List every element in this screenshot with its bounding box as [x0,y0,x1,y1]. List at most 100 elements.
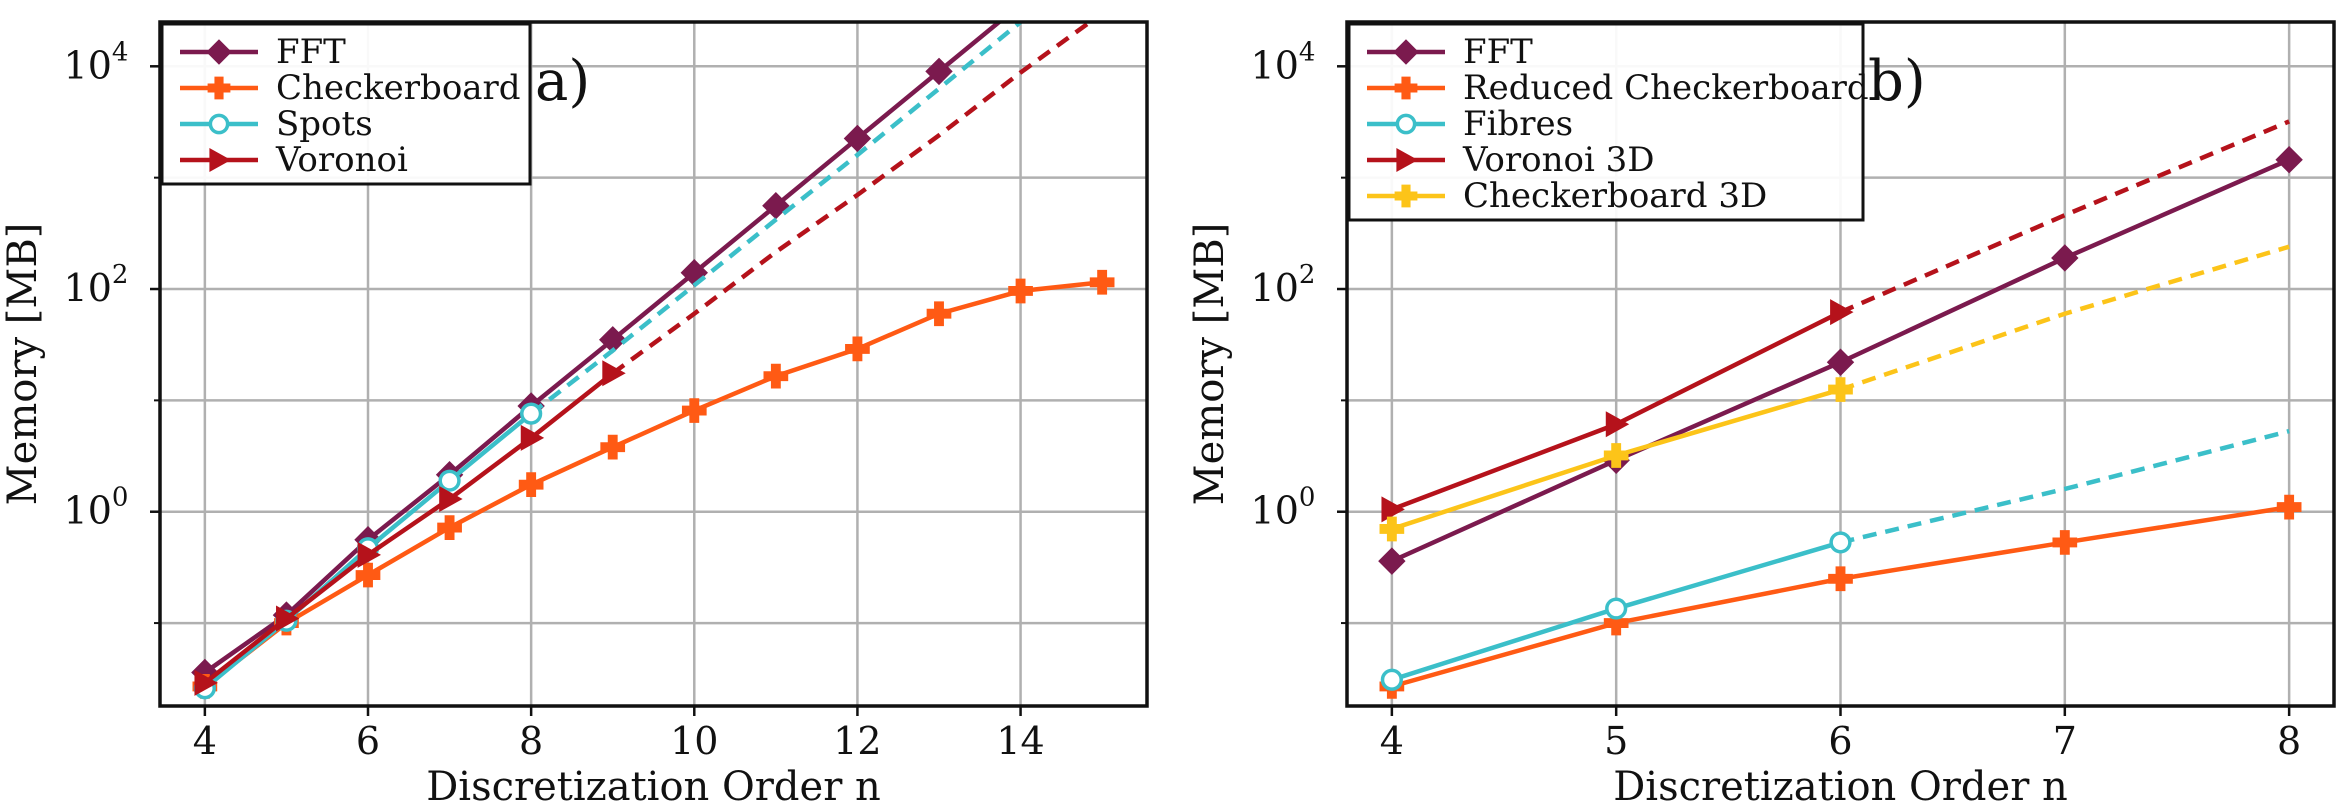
y-axis-label: Memory [MB] [1187,223,1233,506]
x-tick-label: 5 [1604,719,1628,763]
data-point [1828,377,1853,402]
y-tick-base: 10 [1251,489,1299,533]
legend-label: FFT [1463,32,1533,72]
data-point [1381,496,1405,523]
x-tick-label: 12 [833,719,881,763]
data-point [1826,348,1855,376]
y-tick-label: 100 [1251,483,1316,533]
data-point [520,424,545,451]
legend-label: Voronoi [275,140,408,180]
series-group [1378,119,2303,699]
y-tick-base: 10 [64,489,112,533]
legend-label: FFT [276,32,346,72]
x-axis-label: Discretization Order n [426,764,881,809]
panel-label: a) [535,49,590,114]
data-point [438,469,461,492]
y-tick-base: 10 [64,43,112,87]
data-point [2275,145,2303,174]
x-ticks: 4 5 6 7 8 [1380,706,2301,763]
y-axis-label: Memory [MB] [0,223,46,506]
x-tick-label: 14 [996,719,1044,763]
x-tick-label: 8 [519,719,543,763]
data-point [600,434,626,460]
data-point [1830,299,1854,326]
data-point [1828,566,1853,592]
legend-marker [1396,148,1418,172]
y-tick-label: 104 [1251,37,1316,87]
plot-frame [158,20,1149,708]
y-tick-exponent: 4 [112,37,129,67]
data-point [763,363,789,389]
data-point [1379,516,1405,542]
data-point [1008,0,1034,17]
x-tick-label: 7 [2053,719,2077,763]
series-line-dashed [1839,428,2290,545]
data-point [1603,610,1629,636]
legend-label: Checkerboard [276,68,521,108]
y-tick-base: 10 [1251,43,1299,87]
y-tick-label: 102 [1251,260,1316,310]
series-line-dashed [1839,119,2291,315]
data-point [1605,597,1628,620]
data-point [1603,443,1629,468]
legend-marker [207,76,231,100]
data-point [843,124,872,153]
y-tick-base: 10 [64,266,112,310]
y-tick-base: 10 [1251,266,1299,310]
legend-label: Voronoi 3D [1462,140,1655,180]
y-tick-exponent: 4 [1299,37,1316,67]
legend-marker [1394,184,1418,208]
data-point [1380,668,1403,691]
data-point [1008,278,1033,304]
data-point [357,541,382,568]
x-tick-label: 4 [193,719,217,763]
data-point [439,486,463,513]
y-tick-label: 102 [64,260,129,310]
data-point [437,515,462,540]
data-point [1378,547,1406,575]
data-point [276,605,300,632]
series-line [203,280,1103,689]
legend-label: Spots [276,104,373,144]
y-tick-exponent: 2 [1299,260,1316,290]
series-line [203,371,615,685]
data-point [845,336,870,362]
legend-marker [1394,76,1418,100]
x-tick-label: 4 [1380,719,1404,763]
data-point [926,301,952,327]
data-point [925,57,953,86]
series-line-dashed [1839,244,2290,392]
series-line-dashed [611,22,1094,376]
y-tick-exponent: 2 [112,260,129,290]
data-point [681,398,707,423]
x-tick-label: 8 [2277,719,2301,763]
data-point [355,562,381,588]
data-point [194,669,218,696]
legend-label: Reduced Checkerboard [1463,68,1869,108]
legend-marker [209,148,231,172]
legend-marker [208,113,230,135]
legend-label: Checkerboard 3D [1463,176,1767,216]
legend-label: Fibres [1463,104,1573,144]
data-point [2052,530,2078,555]
data-point [518,472,544,498]
y-tick-label: 104 [64,37,129,87]
data-point [520,402,543,425]
x-tick-label: 6 [356,719,380,763]
x-ticks: 4 6 8 10 12 14 [193,706,1045,763]
legend-marker [1393,39,1419,65]
series-line-dashed [529,22,1022,416]
y-tick-label: 100 [64,483,129,533]
data-point [2276,494,2302,520]
series-group [191,0,1115,700]
data-point [1829,531,1852,554]
x-axis-label: Discretization Order n [1613,764,2068,809]
legend-marker [206,39,232,65]
